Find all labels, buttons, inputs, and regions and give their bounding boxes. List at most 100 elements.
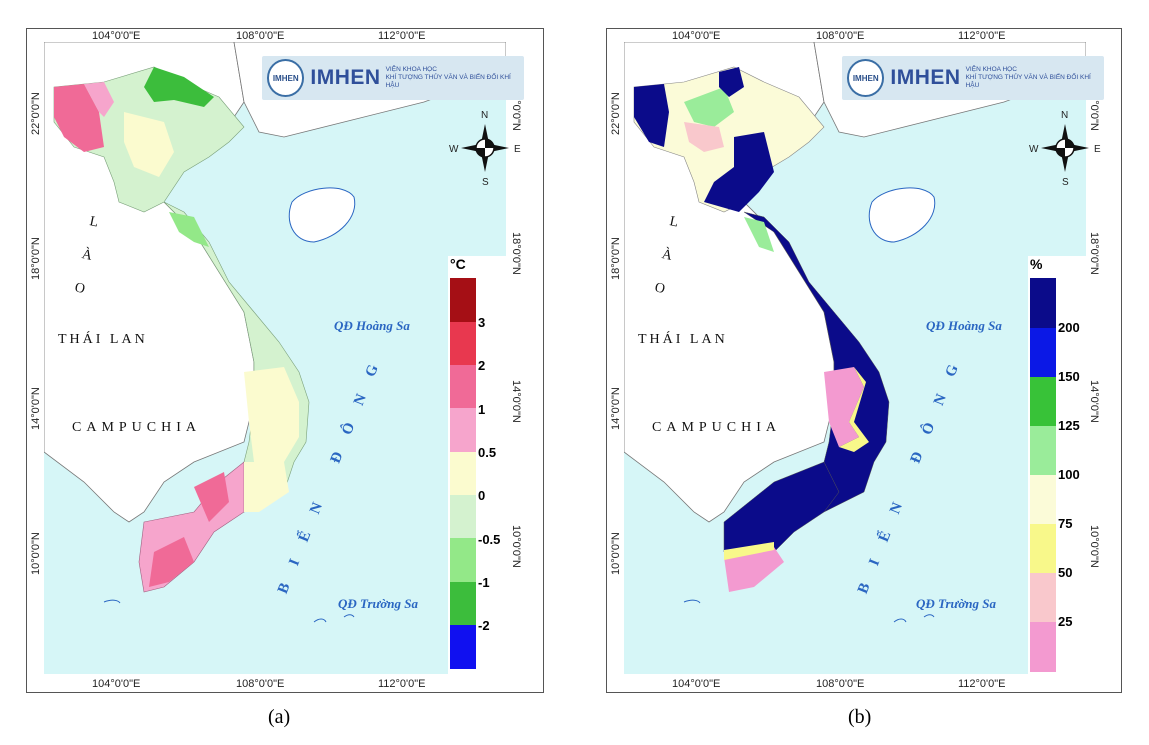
imhen-logo: IMHEN IMHEN VIỆN KHOA HỌC KHÍ TƯỢNG THỦY… [842, 56, 1104, 100]
vietnam-south-warm [149, 537, 194, 587]
legend-swatch-6 [1030, 573, 1056, 622]
coord-right-14: 14°0'0"N [1088, 380, 1100, 423]
compass-e: E [514, 144, 521, 155]
legend-swatch-2 [1030, 377, 1056, 426]
legend-swatch-6 [450, 538, 476, 582]
logo-subtitle: VIỆN KHOA HỌC KHÍ TƯỢNG THỦY VĂN VÀ BIẾN… [966, 66, 1104, 90]
legend-label-neg1: -1 [478, 575, 490, 590]
compass-s: S [1062, 177, 1069, 188]
vietnam-southwest-pink [724, 547, 784, 592]
label-thailan: THÁI LAN [58, 332, 148, 347]
coord-bottom-108: 108°0'0"E [236, 678, 285, 690]
logo-sub-line2: KHÍ TƯỢNG THỦY VĂN VÀ BIẾN ĐỔI KHÍ HẬU [385, 74, 511, 89]
legend-label-75: 75 [1058, 516, 1073, 531]
coord-bottom-112: 112°0'0"E [378, 678, 426, 690]
vietnam-highland-yellow [244, 367, 299, 462]
map-panel-a: 104°0'0"E 108°0'0"E 112°0'0"E 104°0'0"E … [0, 0, 560, 745]
legend-swatch-1 [1030, 328, 1056, 377]
legend-swatch-4 [450, 452, 476, 495]
hainan-island [288, 187, 356, 243]
legend-label-150: 150 [1058, 369, 1080, 384]
coord-left-14: 14°0'0"N [30, 387, 42, 430]
legend-swatch-1 [450, 322, 476, 365]
logo-title: IMHEN [890, 66, 961, 89]
coord-right-18: 18°0'0"N [1088, 232, 1100, 275]
coord-bottom-112: 112°0'0"E [958, 678, 1006, 690]
vietnam-central-green [744, 217, 774, 252]
vietnam-north-yellow [124, 112, 174, 177]
legend-label-100: 100 [1058, 467, 1080, 482]
label-campuchia: CAMPUCHIA [652, 420, 782, 435]
legend-swatch-4 [1030, 475, 1056, 524]
vietnam-highland-yellow [839, 367, 869, 452]
legend-label-0: 0 [478, 488, 486, 503]
imhen-emblem: IMHEN [847, 59, 885, 97]
truongsa-islands [103, 599, 355, 623]
legend-a: °C 3 2 1 0.5 0 -0.5 -1 -2 [448, 256, 508, 676]
logo-title: IMHEN [310, 66, 381, 89]
legend-label-neg2: -2 [478, 618, 490, 633]
legend-label-200: 200 [1058, 320, 1080, 335]
vietnam-north-pink [684, 122, 724, 152]
legend-b: % 200 150 125 100 75 50 25 [1028, 256, 1088, 676]
legend-swatch-5 [450, 495, 476, 538]
vietnam-highland-pink [824, 367, 864, 447]
legend-swatch-0 [1030, 278, 1056, 328]
coord-bottom-104: 104°0'0"E [672, 678, 721, 690]
vietnam-north-blue [719, 67, 744, 97]
vietnam-north-green [684, 87, 734, 127]
legend-label-25: 25 [1058, 614, 1073, 629]
vietnam-southeast-yellow [244, 462, 289, 512]
legend-label-125: 125 [1058, 418, 1080, 433]
label-campuchia: CAMPUCHIA [72, 420, 202, 435]
hainan-island [868, 187, 936, 243]
compass-w: W [1029, 144, 1039, 155]
coord-left-14: 14°0'0"N [610, 387, 622, 430]
compass-rose [1041, 124, 1089, 172]
coord-right-18: 18°0'0"N [510, 232, 522, 275]
vietnam-central-green [169, 212, 209, 247]
compass-s: S [482, 177, 489, 188]
legend-swatch-2 [450, 365, 476, 408]
coord-bottom-108: 108°0'0"E [816, 678, 865, 690]
label-thailan: THÁI LAN [638, 332, 728, 347]
label-truongsa: QĐ Trường Sa [338, 596, 419, 611]
label-hoangsa: QĐ Hoàng Sa [926, 318, 1002, 333]
map-graphic [624, 42, 1086, 623]
coord-left-22: 22°0'0"N [30, 92, 42, 135]
compass-n: N [481, 110, 489, 121]
vietnam-south-warm2 [194, 472, 229, 522]
logo-sub-line1: VIỆN KHOA HỌC [965, 66, 1017, 73]
coord-left-10: 10°0'0"N [30, 532, 42, 575]
coord-right-10: 10°0'0"N [1088, 525, 1100, 568]
map-graphic [44, 42, 506, 623]
legend-label-0-5: 0.5 [478, 445, 497, 460]
legend-label-2: 2 [478, 358, 486, 373]
legend-label-50: 50 [1058, 565, 1073, 580]
legend-swatch-8 [450, 625, 476, 669]
coord-top-112: 112°0'0"E [958, 30, 1006, 42]
compass-w: W [449, 144, 459, 155]
label-hoangsa: QĐ Hoàng Sa [334, 318, 410, 333]
coord-top-108: 108°0'0"E [816, 30, 865, 42]
coord-left-10: 10°0'0"N [610, 532, 622, 575]
legend-label-neg0-5: -0.5 [478, 532, 501, 547]
vietnam-northwest-pink [84, 82, 114, 117]
vietnam-north-cool [144, 67, 214, 107]
coord-bottom-104: 104°0'0"E [92, 678, 141, 690]
vietnam-northwest-blue [634, 84, 669, 147]
compass-n: N [1061, 110, 1069, 121]
vietnam-delta-blue [704, 132, 774, 212]
coord-top-112: 112°0'0"E [378, 30, 426, 42]
legend-swatch-7 [1030, 622, 1056, 672]
legend-label-3: 3 [478, 315, 486, 330]
legend-swatch-3 [450, 408, 476, 452]
vietnam-northwest-warm [54, 84, 104, 152]
caption-b: (b) [848, 706, 872, 728]
coord-top-104: 104°0'0"E [672, 30, 721, 42]
coord-top-104: 104°0'0"E [92, 30, 141, 42]
coord-right-14: 14°0'0"N [510, 380, 522, 423]
coord-left-18: 18°0'0"N [610, 237, 622, 280]
caption-a: (a) [268, 706, 291, 728]
legend-unit: % [1030, 256, 1043, 272]
